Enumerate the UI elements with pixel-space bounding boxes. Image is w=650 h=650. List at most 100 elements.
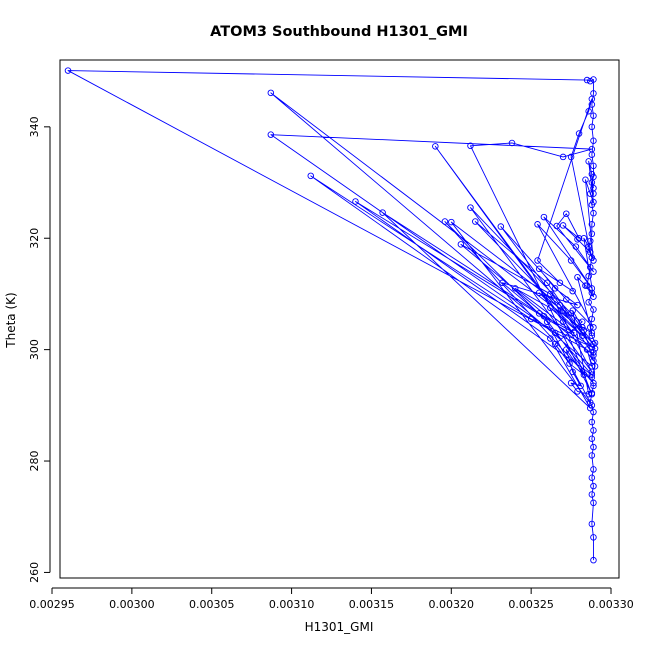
data-point	[588, 491, 596, 498]
data-point	[563, 346, 570, 353]
data-point	[569, 287, 576, 295]
data-point	[574, 236, 581, 243]
data-point	[590, 408, 597, 416]
series-points	[64, 67, 599, 564]
data-point	[588, 452, 596, 459]
data-point	[563, 210, 570, 217]
x-tick-label: 0.00325	[508, 598, 554, 611]
data-point	[590, 382, 597, 390]
data-point	[587, 263, 594, 271]
data-point	[567, 379, 575, 387]
x-axis-label: H1301_GMI	[305, 620, 374, 634]
data-point	[307, 172, 314, 180]
data-point	[432, 143, 439, 150]
data-point	[588, 329, 596, 337]
data-point	[585, 158, 592, 165]
data-point	[588, 145, 596, 153]
data-point	[567, 257, 575, 264]
data-point	[441, 218, 449, 225]
data-point	[571, 329, 578, 337]
data-point	[590, 351, 597, 359]
data-point	[588, 418, 596, 426]
data-point	[551, 329, 559, 337]
data-point	[267, 89, 275, 97]
data-point	[556, 301, 564, 309]
data-point	[556, 279, 564, 287]
data-point	[379, 209, 386, 216]
data-point	[534, 221, 541, 228]
data-point	[563, 296, 570, 303]
data-point	[590, 379, 597, 387]
data-point	[590, 76, 597, 83]
y-tick-label: 340	[28, 116, 41, 137]
data-point	[499, 279, 506, 287]
data-point	[64, 67, 72, 74]
data-point	[582, 176, 589, 183]
data-point	[590, 306, 597, 313]
data-point	[588, 402, 596, 409]
data-point	[588, 230, 596, 238]
data-point	[588, 474, 596, 481]
data-point	[582, 282, 589, 289]
data-point	[553, 222, 560, 230]
data-point	[588, 390, 596, 398]
data-point	[579, 324, 586, 331]
data-point	[590, 482, 597, 490]
data-point	[572, 243, 580, 250]
data-point	[590, 257, 597, 264]
data-point	[591, 345, 599, 352]
data-point	[527, 315, 535, 323]
data-point	[534, 257, 541, 264]
data-point	[535, 289, 543, 297]
x-tick-label: 0.00305	[189, 598, 235, 611]
data-point	[574, 273, 581, 281]
data-point	[569, 307, 576, 314]
data-point	[559, 307, 567, 314]
data-point	[457, 241, 465, 248]
data-point	[590, 534, 597, 541]
data-point	[588, 285, 596, 292]
data-point	[551, 285, 559, 292]
data-point	[588, 289, 596, 297]
data-point	[585, 299, 592, 306]
chart-title: ATOM3 Southbound H1301_GMI	[210, 24, 468, 40]
data-point	[590, 499, 597, 507]
data-point	[535, 310, 543, 317]
data-point	[590, 427, 597, 434]
data-point	[585, 107, 592, 115]
data-point	[588, 371, 596, 378]
data-point	[585, 390, 592, 398]
y-tick-label: 260	[28, 562, 41, 583]
data-point	[540, 213, 548, 221]
data-point	[590, 137, 597, 145]
data-point	[583, 76, 591, 84]
data-point	[352, 198, 359, 205]
data-point	[547, 304, 554, 312]
data-point	[590, 268, 597, 275]
x-tick-label: 0.00310	[269, 598, 315, 611]
data-point	[590, 198, 597, 206]
data-point	[497, 223, 505, 230]
plot-frame	[59, 59, 620, 579]
data-point	[569, 368, 576, 376]
x-tick-label: 0.00315	[349, 598, 395, 611]
data-point	[588, 123, 596, 131]
data-point	[511, 285, 519, 292]
data-point	[588, 315, 596, 323]
x-tick-label: 0.00320	[429, 598, 475, 611]
series-lines	[67, 70, 596, 561]
x-tick-label: 0.00295	[29, 598, 75, 611]
x-tick-label: 0.00300	[109, 598, 155, 611]
data-point	[590, 466, 597, 473]
data-point	[590, 209, 597, 217]
data-point	[543, 279, 551, 287]
data-point	[588, 368, 596, 376]
data-point	[590, 556, 597, 564]
data-point	[579, 332, 586, 339]
data-point	[580, 234, 588, 242]
data-point	[559, 318, 567, 326]
data-point	[588, 343, 596, 351]
data-point	[587, 77, 594, 85]
x-tick-label: 0.00330	[588, 598, 634, 611]
data-point	[567, 153, 575, 161]
